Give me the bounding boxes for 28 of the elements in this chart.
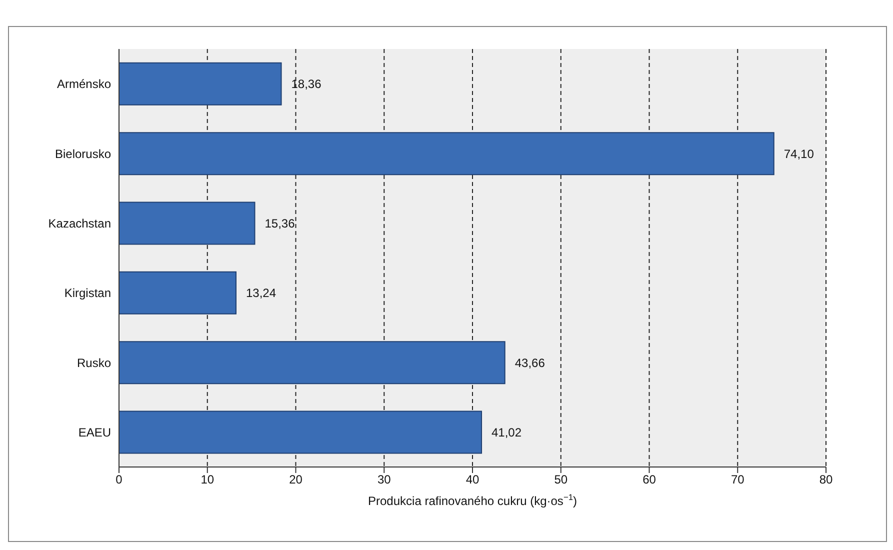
x-tick-label: 10 [200,472,214,487]
x-tick-label: 0 [116,472,123,487]
x-tick-label: 60 [642,472,656,487]
bar [119,341,506,384]
bar [119,202,256,245]
x-tick-label: 80 [819,472,833,487]
y-tick-label: EAEU [78,425,111,440]
y-tick-label: Kirgistan [64,286,111,300]
x-axis-title: Produkcia rafinovaného cukru (kg·os$^{−1}$) [368,492,577,508]
bar [119,62,282,106]
bar [119,271,237,314]
bar [119,410,482,454]
data-label: 18,36 [291,77,322,92]
data-label: 15,36 [264,216,296,231]
x-tick-label: 70 [730,472,745,487]
data-label: 13,24 [246,286,276,300]
x-tick-label: 40 [466,472,480,487]
x-tick-label: 50 [554,472,568,487]
y-tick-label: Bielorusko [54,146,112,161]
x-tick-label: 20 [289,472,303,487]
bar [119,132,774,176]
y-tick-label: Arménsko [56,77,112,92]
y-tick-label: Rusko [76,356,112,370]
data-label: 74,10 [784,146,814,161]
data-label: 43,66 [514,356,546,370]
y-tick-label: Kazachstan [48,216,111,230]
data-label: 41,02 [492,426,522,440]
x-tick-label: 30 [377,472,392,487]
